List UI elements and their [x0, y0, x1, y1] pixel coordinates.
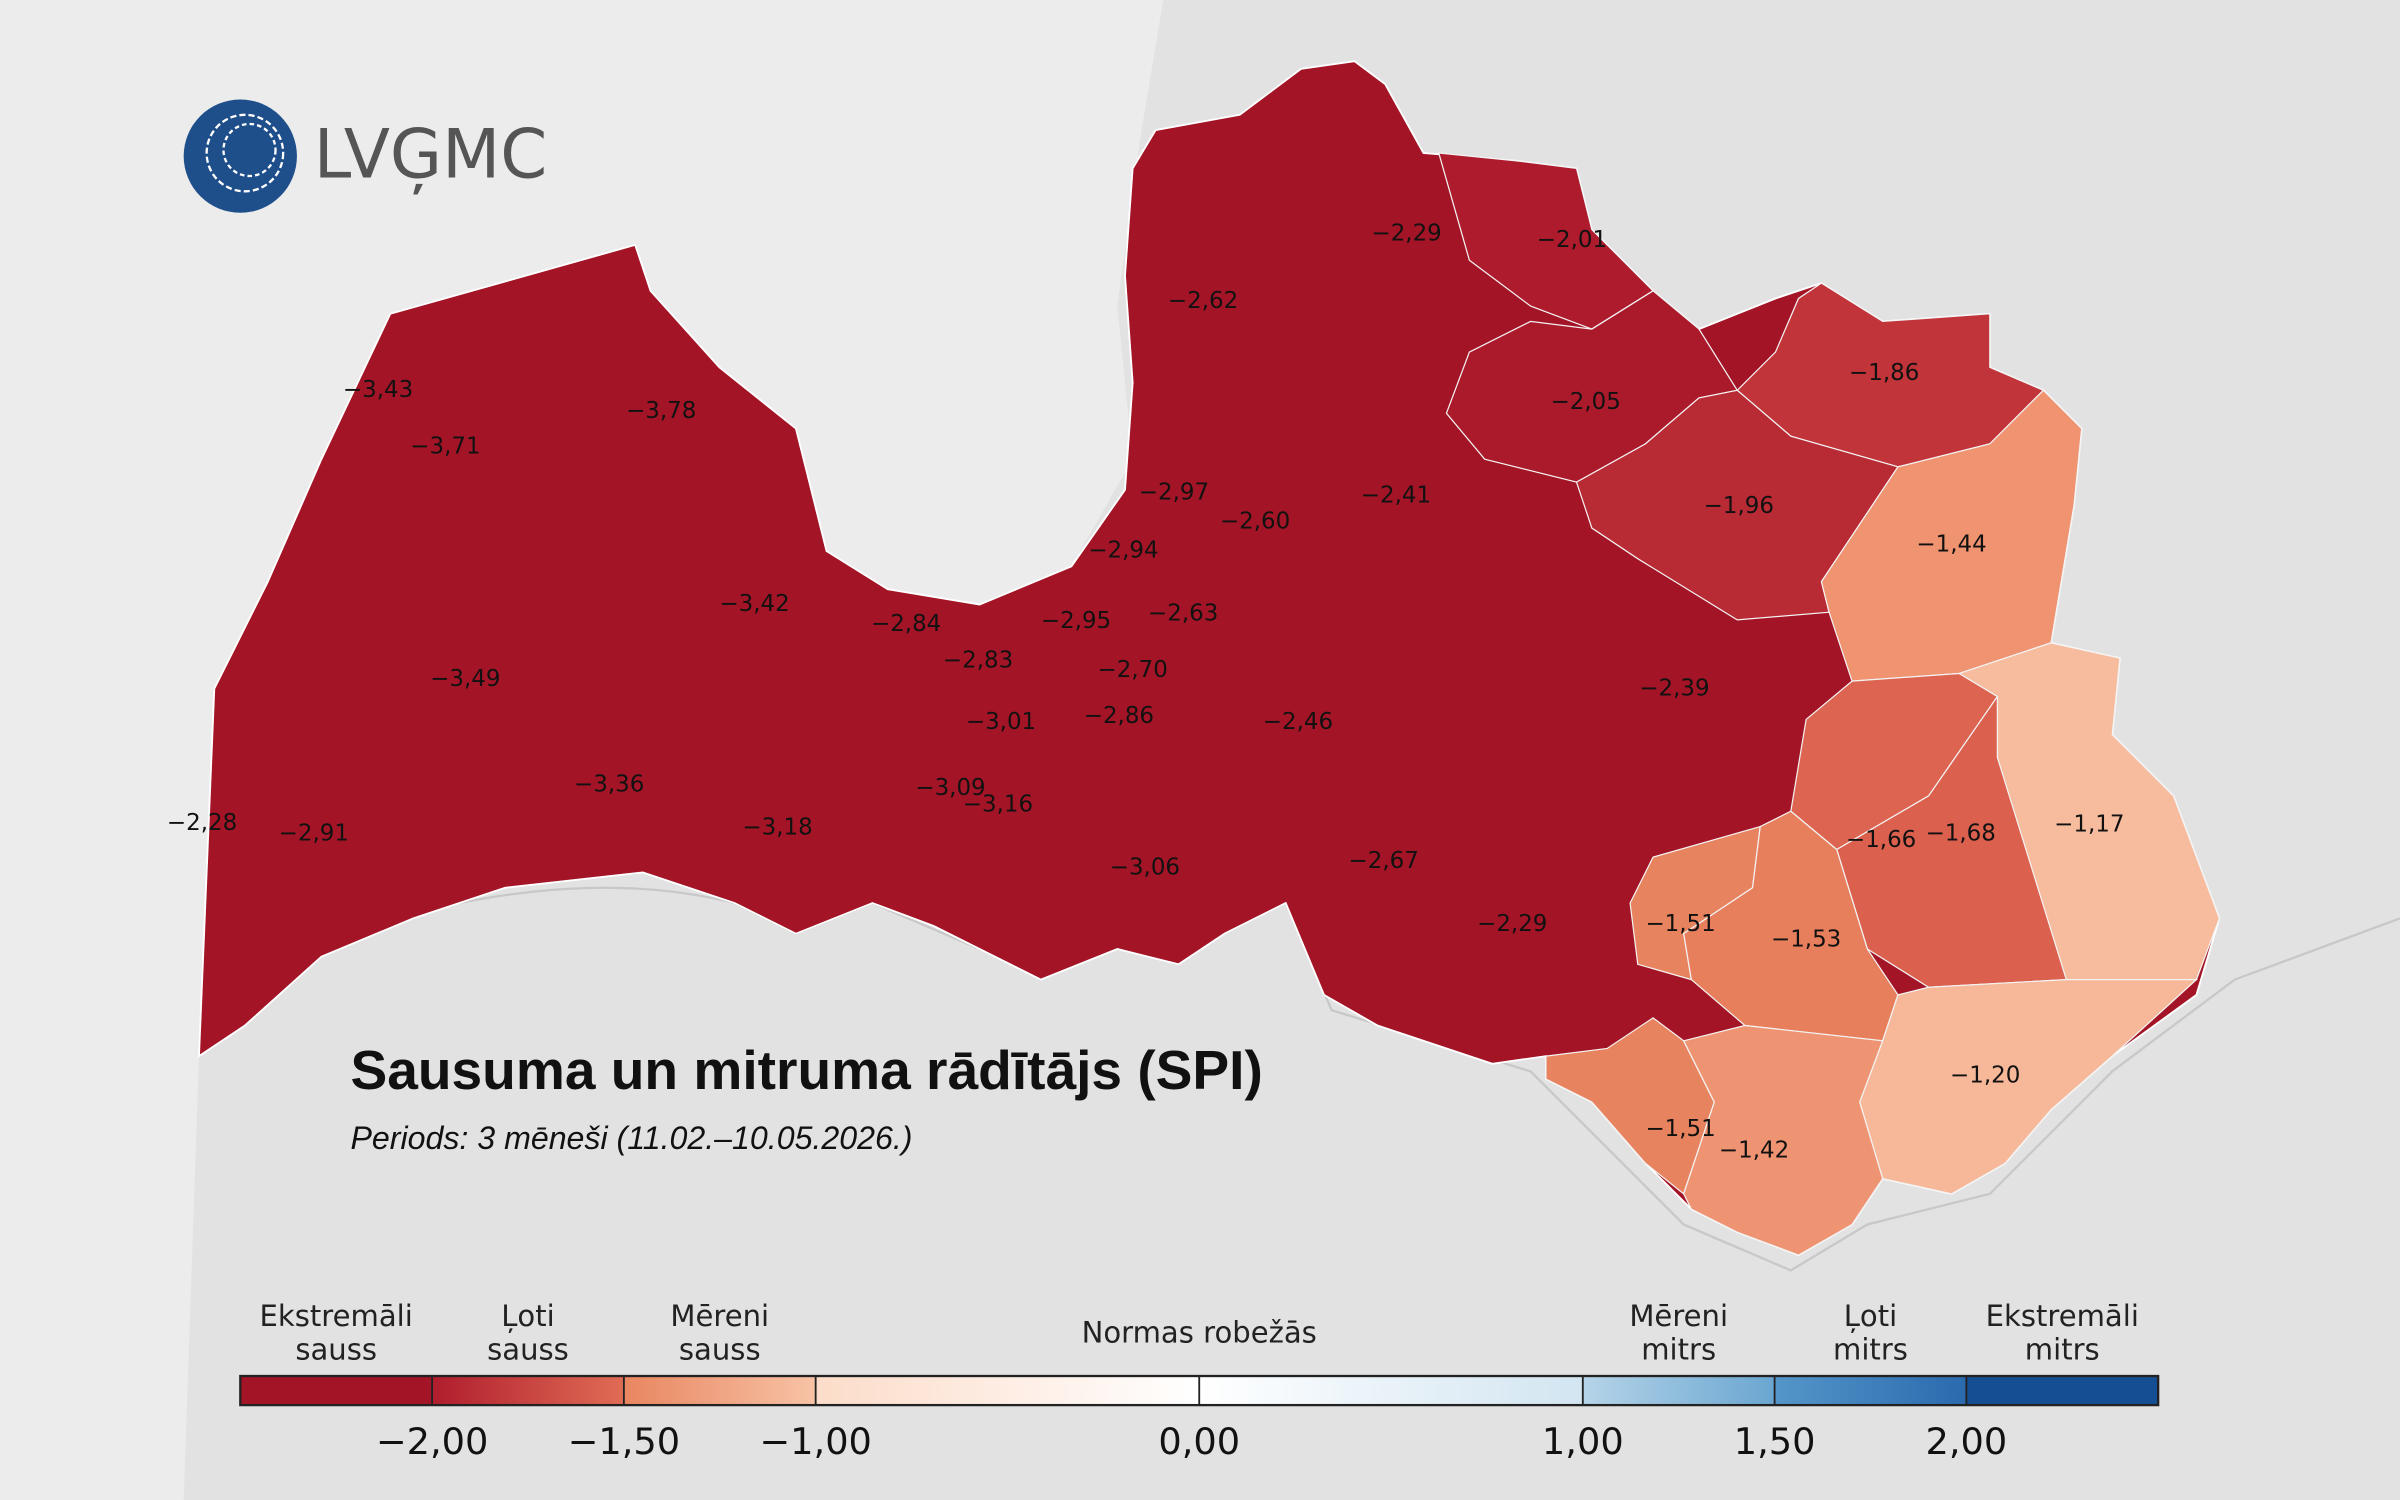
- map: −3,43 −3,71 −3,78 −3,42 −3,49 −3,36 −3,18 −2,28…: [167, 60, 2221, 1257]
- region-value-label: −1,51: [1645, 1116, 1715, 1142]
- region-value-label: −2,28: [167, 810, 237, 836]
- legend-segment: [240, 1376, 433, 1406]
- legend-tick-label: −1,00: [759, 1420, 872, 1463]
- region-value-label: −3,42: [719, 591, 789, 617]
- region-value-label: −2,95: [1041, 608, 1111, 634]
- legend-tick-label: −1,50: [568, 1420, 681, 1463]
- legend-tick-label: −2,00: [376, 1420, 489, 1463]
- legend-class-label: Normas robežās: [1082, 1316, 1317, 1350]
- region-value-label: −2,83: [943, 648, 1013, 674]
- legend-class-label: sauss: [679, 1333, 761, 1367]
- region-value-label: −2,97: [1139, 479, 1209, 505]
- legend-class-label: Ļoti: [1844, 1299, 1897, 1333]
- region-value-label: −3,18: [742, 815, 812, 841]
- region-value-label: −2,86: [1084, 703, 1154, 729]
- region-value-label: −1,20: [1950, 1063, 2020, 1089]
- legend-class-label: mitrs: [2025, 1333, 2100, 1367]
- legend-class-label: sauss: [295, 1333, 377, 1367]
- region-value-label: −2,41: [1361, 482, 1431, 508]
- logo-ring: [205, 113, 285, 193]
- region: [1957, 642, 2221, 981]
- region-value-label: −2,29: [1477, 911, 1547, 937]
- sea: [0, 0, 1164, 1500]
- legend-class-label: sauss: [487, 1333, 569, 1367]
- region-value-label: −1,42: [1719, 1138, 1789, 1164]
- legend-segment: [623, 1376, 816, 1406]
- legend-class-label: Mēreni: [1629, 1299, 1728, 1333]
- region-value-label: −1,51: [1645, 911, 1715, 937]
- title: Sausuma un mitruma rādītājs (SPI): [351, 1039, 1263, 1101]
- region-value-label: −3,09: [915, 775, 985, 801]
- region-value-label: −3,01: [966, 709, 1036, 735]
- legend-class-label: Mēreni: [670, 1299, 769, 1333]
- legend-segment: [1966, 1376, 2159, 1406]
- legend-tick-label: 1,50: [1734, 1420, 1816, 1463]
- legend-segment: [1582, 1376, 1775, 1406]
- legend-class-label: Ekstremāli: [1986, 1299, 2139, 1333]
- region-value-label: −3,71: [410, 433, 480, 459]
- region-value-label: −2,63: [1148, 600, 1218, 626]
- logo: LVĢMC: [183, 99, 547, 213]
- legend-class-label: Ekstremāli: [260, 1299, 413, 1333]
- region-value-label: −3,43: [343, 377, 413, 403]
- region-value-label: −3,16: [963, 792, 1033, 818]
- region-value-label: −1,66: [1846, 827, 1916, 853]
- region-value-label: −1,86: [1849, 360, 1919, 386]
- region-value-label: −2,70: [1098, 657, 1168, 683]
- region-value-label: −2,84: [871, 611, 941, 637]
- legend-tick-label: 1,00: [1542, 1420, 1624, 1463]
- region-value-label: −3,78: [626, 398, 696, 424]
- region-value-label: −2,91: [279, 821, 349, 847]
- logo-mark: [183, 99, 297, 213]
- legend-segment: [1774, 1376, 1967, 1406]
- region-value-label: −2,60: [1220, 508, 1290, 534]
- region-value-label: −3,49: [430, 666, 500, 692]
- region-value-label: −2,29: [1371, 221, 1441, 247]
- region-value-label: −1,96: [1704, 493, 1774, 519]
- region-value-label: −2,46: [1263, 709, 1333, 735]
- region-value-label: −2,05: [1551, 389, 1621, 415]
- region-value-label: −3,36: [574, 772, 644, 798]
- legend-class-label: Ļoti: [501, 1299, 554, 1333]
- region-value-label: −3,06: [1110, 854, 1180, 880]
- legend-class-label: mitrs: [1833, 1333, 1908, 1367]
- region-value-label: −2,01: [1537, 227, 1607, 253]
- legend-segment: [432, 1376, 624, 1406]
- region-value-label: −2,62: [1168, 288, 1238, 314]
- region-value-label: −1,17: [2054, 812, 2124, 838]
- region-value-label: −1,44: [1916, 531, 1986, 557]
- region-value-label: −1,68: [1926, 821, 1996, 847]
- subtitle: Periods: 3 mēneši (11.02.–10.05.2026.): [351, 1120, 913, 1156]
- region: [1682, 1024, 1884, 1256]
- legend-tick-label: 2,00: [1925, 1420, 2007, 1463]
- region-value-label: −2,94: [1088, 538, 1158, 564]
- logo-ring: [222, 122, 277, 178]
- region-value-label: −2,67: [1349, 848, 1419, 874]
- logo-text: LVĢMC: [314, 115, 547, 195]
- legend-class-label: mitrs: [1641, 1333, 1716, 1367]
- region-value-label: −2,39: [1639, 675, 1709, 701]
- region-value-label: −1,53: [1771, 926, 1841, 952]
- legend-tick-label: 0,00: [1158, 1420, 1240, 1463]
